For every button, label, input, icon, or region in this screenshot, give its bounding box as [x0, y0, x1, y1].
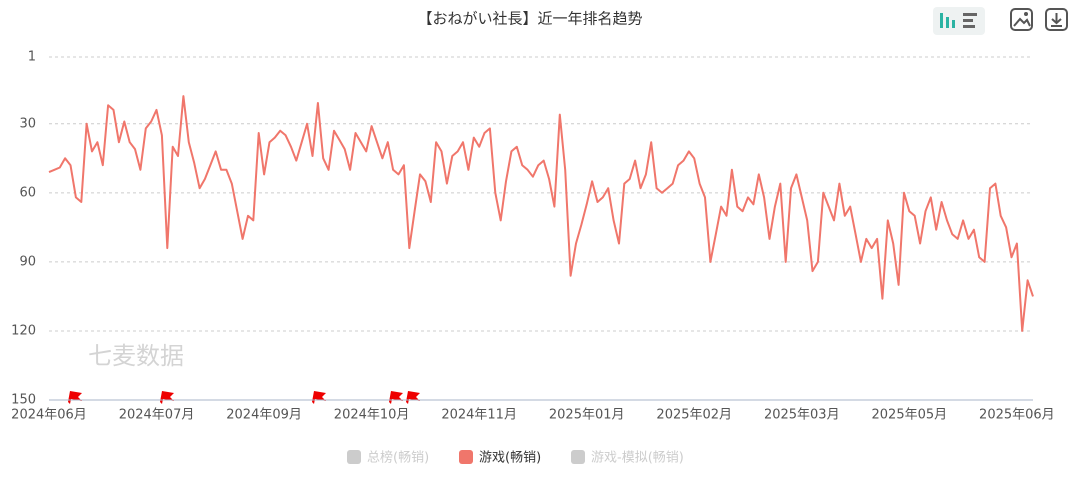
- event-flag: [389, 391, 403, 404]
- event-flags: [68, 391, 420, 404]
- legend-item[interactable]: 总榜(畅销): [347, 450, 429, 466]
- x-tick-label: 2025年01月: [549, 408, 625, 423]
- bar-view-button[interactable]: [940, 13, 955, 28]
- x-tick-label: 2024年07月: [119, 408, 195, 423]
- y-tick-label: 1: [28, 50, 36, 65]
- x-tick-label: 2024年10月: [334, 408, 410, 423]
- legend-swatch: [571, 450, 585, 464]
- x-tick-label: 2024年09月: [226, 408, 302, 423]
- x-tick-label: 2025年03月: [764, 408, 840, 423]
- legend-label: 游戏(畅销): [479, 451, 541, 466]
- watermark: 七麦数据: [88, 342, 184, 370]
- event-flag: [160, 391, 174, 404]
- toolbar: [933, 7, 1068, 35]
- x-tick-label: 2025年06月: [979, 408, 1055, 423]
- y-tick-label: 90: [19, 254, 36, 269]
- legend-swatch: [347, 450, 361, 464]
- x-tick-label: 2025年02月: [656, 408, 732, 423]
- x-tick-label: 2024年06月: [11, 408, 87, 423]
- y-tick-label: 30: [19, 116, 36, 131]
- y-tick-label: 60: [19, 185, 36, 200]
- chart-title: 【おねがい社長】近一年排名趋势: [417, 10, 642, 28]
- legend-label: 总榜(畅销): [367, 450, 429, 466]
- y-tick-label: 150: [11, 393, 36, 408]
- legend-item[interactable]: 游戏(畅销): [459, 450, 541, 466]
- event-flag: [406, 391, 420, 404]
- download-button[interactable]: [1045, 8, 1068, 31]
- y-tick-label: 120: [11, 323, 36, 338]
- legend-item[interactable]: 游戏-模拟(畅销): [571, 450, 684, 466]
- x-tick-label: 2025年05月: [872, 408, 948, 423]
- legend-swatch: [459, 450, 473, 464]
- legend-label: 游戏-模拟(畅销): [591, 451, 684, 466]
- save-image-button[interactable]: [1010, 8, 1033, 31]
- x-tick-label: 2024年11月: [441, 408, 517, 423]
- event-flag: [68, 391, 82, 404]
- series-line: [48, 95, 1034, 332]
- list-view-button[interactable]: [963, 13, 977, 28]
- event-flag: [312, 391, 326, 404]
